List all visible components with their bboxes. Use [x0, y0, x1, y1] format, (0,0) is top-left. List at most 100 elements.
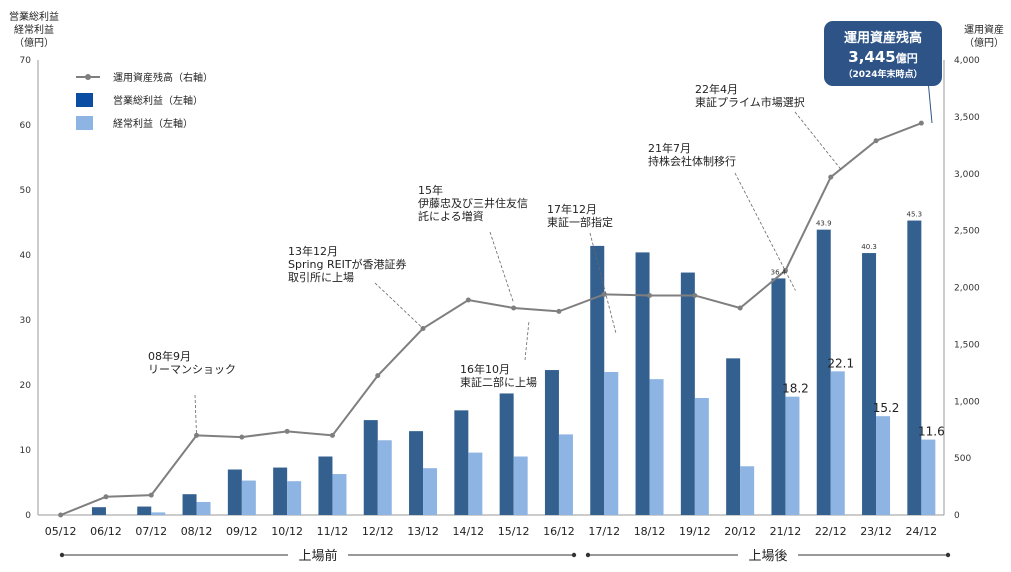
legend-bar-swatch	[76, 93, 93, 107]
gross-profit-label: 43.9	[816, 220, 832, 228]
annotation-text: 13年12月	[288, 244, 338, 258]
ordinary-profit-bar	[649, 379, 664, 515]
annotation-text: 08年9月	[148, 349, 191, 363]
gross-profit-bar	[499, 393, 514, 515]
right-tick-label: 4,000	[954, 56, 980, 66]
legend-label: 経常利益（左軸）	[113, 117, 193, 130]
ordinary-profit-bar	[196, 502, 211, 515]
gross-profit-bar	[726, 358, 741, 515]
annotation-text: 16年10月	[460, 362, 510, 376]
phase-end-dot	[571, 552, 577, 558]
aum-point	[511, 305, 517, 311]
aum-point	[375, 373, 381, 379]
phase-label: 上場後	[748, 549, 787, 564]
ordinary-profit-bar	[694, 398, 709, 515]
ordinary-profit-bar	[558, 434, 573, 515]
left-tick-label: 50	[20, 186, 32, 196]
x-tick-label: 20/12	[724, 525, 756, 538]
phase-end-dot	[59, 552, 65, 558]
left-tick-label: 70	[20, 56, 32, 66]
annotation-leader	[734, 172, 796, 291]
gross-profit-bar	[363, 420, 378, 515]
gross-profit-bar	[182, 494, 197, 515]
ordinary-profit-label: 18.2	[782, 382, 809, 396]
left-axis-title: （億円）	[14, 36, 54, 49]
data-labels: 36.4 43.9 40.3 45.3 18.2 22.1 15.2 11.6	[771, 211, 945, 439]
gross-profit-bar	[137, 506, 152, 515]
callout: 運用資産残高 3,445億円 （2024年末時点）	[824, 21, 942, 124]
aum-point	[465, 297, 471, 303]
aum-point	[737, 305, 743, 311]
annotation-text: 東証一部指定	[547, 215, 613, 229]
ordinary-profit-bar	[332, 474, 347, 515]
gross-profit-label: 36.4	[771, 268, 787, 276]
left-tick-label: 20	[20, 381, 32, 391]
x-tick-label: 13/12	[407, 525, 439, 538]
gross-profit-bar	[635, 252, 650, 515]
x-tick-label: 17/12	[588, 525, 620, 538]
ordinary-profit-bar	[151, 512, 166, 515]
axes: 0 10 20 30 40 50 60 70 0 500 1,000 1,500 2,000 2,500 3…	[9, 10, 1004, 538]
gross-profit-bar	[454, 410, 469, 515]
x-tick-label: 21/12	[770, 525, 802, 538]
ordinary-profit-bar	[740, 466, 755, 515]
callout-value: 3,445億円	[848, 48, 917, 66]
x-tick-label: 18/12	[634, 525, 666, 538]
x-tick-label: 08/12	[181, 525, 213, 538]
right-tick-label: 2,000	[954, 284, 980, 294]
gross-profit-bar	[907, 220, 922, 516]
x-tick-label: 11/12	[317, 525, 349, 538]
aum-point	[556, 308, 562, 314]
aum-point	[873, 138, 879, 144]
annotation-text: 伊藤忠及び三井住友信	[418, 196, 528, 210]
left-tick-label: 10	[20, 446, 32, 456]
callout-box	[824, 21, 942, 86]
aum-point	[239, 434, 245, 440]
annotation-leader	[194, 394, 197, 436]
ordinary-profit-label: 22.1	[827, 356, 854, 370]
annotation-text: 22年4月	[695, 82, 738, 96]
aum-point	[782, 267, 788, 273]
ordinary-profit-bar	[785, 396, 800, 515]
legend-label: 運用資産残高（右軸）	[113, 71, 213, 84]
legend-label: 営業総利益（左軸）	[113, 94, 203, 107]
annotation-text: Spring REITが香港証券	[288, 257, 407, 271]
right-tick-label: 1,000	[954, 397, 980, 407]
annotation-text: 東証二部に上場	[460, 375, 537, 389]
annotation-leader	[589, 232, 617, 335]
gross-profit-bar	[318, 456, 333, 515]
right-tick-label: 3,500	[954, 113, 980, 123]
x-tick-label: 22/12	[815, 525, 847, 538]
ordinary-profit-bar	[241, 480, 256, 515]
x-tick-label: 23/12	[860, 525, 892, 538]
ordinary-profit-bar	[513, 456, 528, 515]
callout-subtitle: （2024年末時点）	[843, 68, 922, 80]
right-axis-title: （億円）	[964, 36, 1004, 49]
phase-label: 上場前	[298, 548, 337, 564]
annotation-leader	[524, 321, 530, 361]
annotation-text: 持株会社体制移行	[648, 154, 736, 168]
aum-line	[58, 120, 924, 518]
ordinary-profit-bar	[830, 371, 845, 515]
aum-point	[103, 494, 109, 500]
right-axis-title: 運用資産	[964, 23, 1004, 36]
gross-profit-bar	[816, 229, 831, 515]
gross-profit-bar	[227, 469, 242, 515]
ordinary-profit-bar	[468, 452, 483, 515]
annotation-text: 東証プライム市場選択	[695, 95, 805, 109]
phase-end-dot	[585, 552, 591, 558]
legend-line-marker	[85, 74, 91, 80]
phase-end-dot	[945, 552, 951, 558]
aum-line-path	[60, 122, 922, 516]
callout-title: 運用資産残高	[844, 30, 922, 46]
gross-profit-bar	[91, 507, 106, 515]
ordinary-profit-bar	[423, 468, 438, 515]
annotation-leader	[489, 231, 515, 304]
annotation-text: リーマンショック	[148, 363, 236, 376]
x-tick-label: 10/12	[271, 525, 303, 538]
aum-point	[647, 292, 653, 298]
left-tick-label: 60	[20, 121, 32, 131]
x-tick-label: 19/12	[679, 525, 711, 538]
aum-point	[284, 428, 290, 434]
